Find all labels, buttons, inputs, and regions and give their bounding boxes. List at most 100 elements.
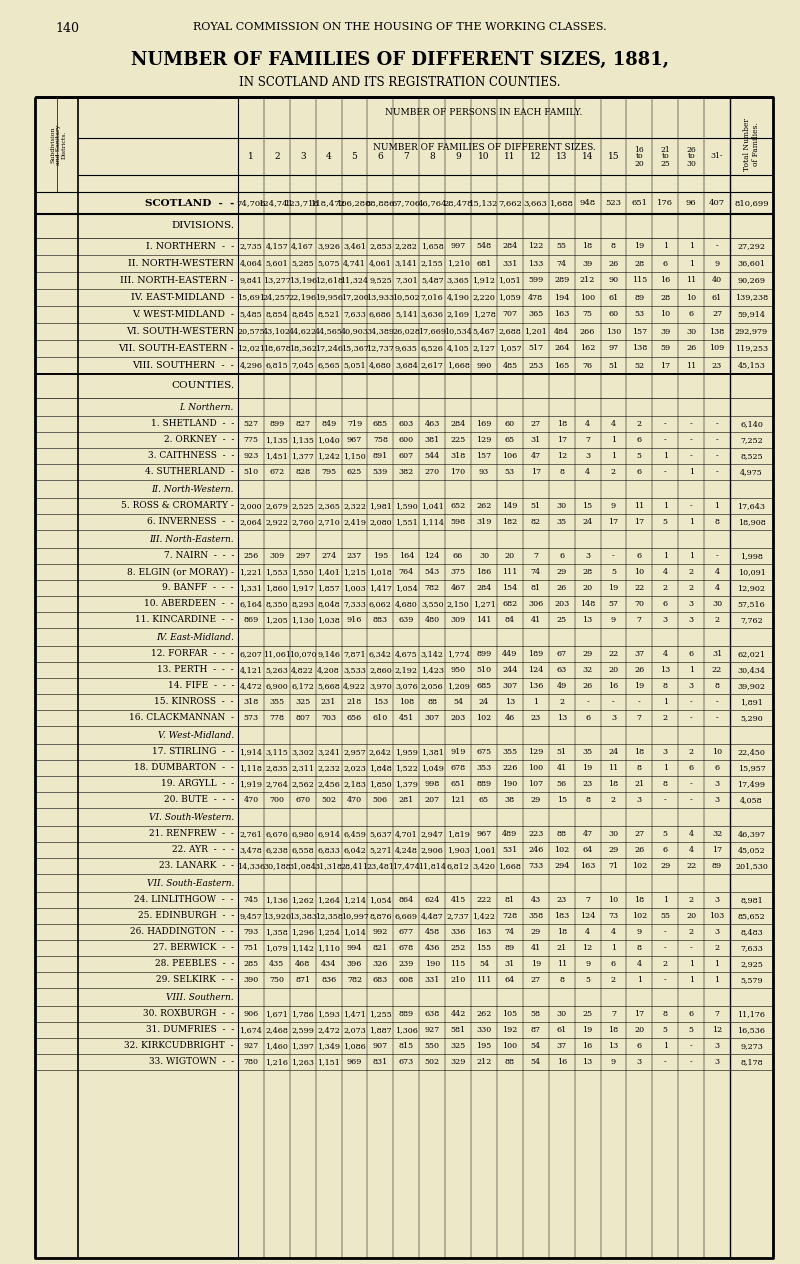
Text: 281: 281 xyxy=(398,796,414,804)
Text: 2: 2 xyxy=(689,748,694,756)
Text: 382: 382 xyxy=(398,468,414,477)
Text: 3,478: 3,478 xyxy=(239,846,262,854)
Text: 66: 66 xyxy=(453,552,463,560)
Text: ROYAL COMMISSION ON THE HOUSING OF THE WORKING CLASSES.: ROYAL COMMISSION ON THE HOUSING OF THE W… xyxy=(193,21,607,32)
Text: 683: 683 xyxy=(373,976,388,983)
Text: 20: 20 xyxy=(634,159,644,168)
Text: 30: 30 xyxy=(686,159,696,168)
Text: 27: 27 xyxy=(530,420,541,428)
Text: 15: 15 xyxy=(608,152,619,161)
Text: 651: 651 xyxy=(450,780,466,787)
Text: NUMBER OF PERSONS IN EACH FAMILY.: NUMBER OF PERSONS IN EACH FAMILY. xyxy=(386,107,582,118)
Text: -: - xyxy=(690,1058,693,1066)
Text: 2,947: 2,947 xyxy=(421,830,444,838)
Text: -: - xyxy=(716,714,718,722)
Text: 8. ELGIN (or MORAY) -: 8. ELGIN (or MORAY) - xyxy=(127,568,234,576)
Text: 18: 18 xyxy=(609,1026,618,1034)
Text: 39: 39 xyxy=(582,259,593,268)
Text: 136: 136 xyxy=(528,683,543,690)
Text: 994: 994 xyxy=(347,944,362,952)
Text: 6,140: 6,140 xyxy=(740,420,763,428)
Text: 17,246: 17,246 xyxy=(314,345,342,353)
Text: 32: 32 xyxy=(582,666,593,674)
Text: 103: 103 xyxy=(710,913,725,920)
Text: 17,200: 17,200 xyxy=(341,293,369,302)
Text: 1,551: 1,551 xyxy=(395,518,418,526)
Text: 119,253: 119,253 xyxy=(735,345,768,353)
Text: 821: 821 xyxy=(373,944,388,952)
Text: 31: 31 xyxy=(530,436,541,444)
Text: 1: 1 xyxy=(689,259,694,268)
Text: 3,926: 3,926 xyxy=(317,243,340,250)
Text: 1,819: 1,819 xyxy=(446,830,470,838)
Text: 6: 6 xyxy=(662,259,668,268)
Text: 15: 15 xyxy=(582,502,593,509)
Text: 451: 451 xyxy=(398,714,414,722)
Text: 27: 27 xyxy=(634,830,645,838)
Text: 7,016: 7,016 xyxy=(421,293,443,302)
Text: 6,686: 6,686 xyxy=(369,311,392,319)
Text: 16: 16 xyxy=(660,277,670,284)
Text: 4: 4 xyxy=(611,420,616,428)
Text: 24: 24 xyxy=(608,748,618,756)
Text: 54: 54 xyxy=(530,1058,541,1066)
Text: 675: 675 xyxy=(477,748,491,756)
Text: 3,550: 3,550 xyxy=(421,600,443,608)
Text: 906: 906 xyxy=(243,1010,258,1018)
Text: -: - xyxy=(690,714,693,722)
Text: 1,201: 1,201 xyxy=(524,327,547,335)
Text: 19: 19 xyxy=(634,243,645,250)
Text: 889: 889 xyxy=(477,780,491,787)
Text: 6,833: 6,833 xyxy=(317,846,340,854)
Text: 502: 502 xyxy=(425,1058,440,1066)
Text: 212: 212 xyxy=(580,277,595,284)
Text: 603: 603 xyxy=(398,420,414,428)
Text: 1,205: 1,205 xyxy=(266,616,288,624)
Text: 6: 6 xyxy=(689,763,694,772)
Text: 510: 510 xyxy=(243,468,258,477)
Text: 1,150: 1,150 xyxy=(343,453,366,460)
Text: 20: 20 xyxy=(582,584,593,592)
Text: 102: 102 xyxy=(554,846,570,854)
Text: 87: 87 xyxy=(530,1026,541,1034)
Text: 34,389: 34,389 xyxy=(366,327,394,335)
Text: 23: 23 xyxy=(582,780,593,787)
Text: 1: 1 xyxy=(611,453,616,460)
Text: 506: 506 xyxy=(373,796,388,804)
Text: 65: 65 xyxy=(479,796,489,804)
Text: 13: 13 xyxy=(557,714,567,722)
Text: 10,070: 10,070 xyxy=(289,650,317,659)
Text: 307: 307 xyxy=(425,714,440,722)
Text: -: - xyxy=(690,436,693,444)
Text: 18,362: 18,362 xyxy=(289,345,317,353)
Text: 7: 7 xyxy=(611,1010,616,1018)
Text: 4: 4 xyxy=(585,468,590,477)
Text: 9: 9 xyxy=(637,928,642,937)
Text: 656: 656 xyxy=(347,714,362,722)
Text: 19,956: 19,956 xyxy=(314,293,342,302)
Text: 2,642: 2,642 xyxy=(369,748,392,756)
Text: 8: 8 xyxy=(637,944,642,952)
Text: 41: 41 xyxy=(530,944,541,952)
Text: 8: 8 xyxy=(714,518,719,526)
Text: -: - xyxy=(586,698,589,707)
Text: 70: 70 xyxy=(634,600,644,608)
Text: 100: 100 xyxy=(502,1042,518,1050)
Text: 916: 916 xyxy=(347,616,362,624)
Text: 111: 111 xyxy=(476,976,492,983)
Text: 1: 1 xyxy=(637,976,642,983)
Text: 3,533: 3,533 xyxy=(343,666,366,674)
Text: 270: 270 xyxy=(425,468,440,477)
Text: 2: 2 xyxy=(714,616,720,624)
Text: 2,282: 2,282 xyxy=(395,243,418,250)
Text: 5: 5 xyxy=(585,976,590,983)
Text: 6,815: 6,815 xyxy=(266,362,288,369)
Text: 2,220: 2,220 xyxy=(473,293,495,302)
Text: 18: 18 xyxy=(634,748,645,756)
Text: 1,397: 1,397 xyxy=(291,1042,314,1050)
Text: 381: 381 xyxy=(425,436,440,444)
Text: 1,860: 1,860 xyxy=(266,584,288,592)
Text: 1: 1 xyxy=(689,666,694,674)
Text: 2,064: 2,064 xyxy=(239,518,262,526)
Text: 52: 52 xyxy=(634,362,645,369)
